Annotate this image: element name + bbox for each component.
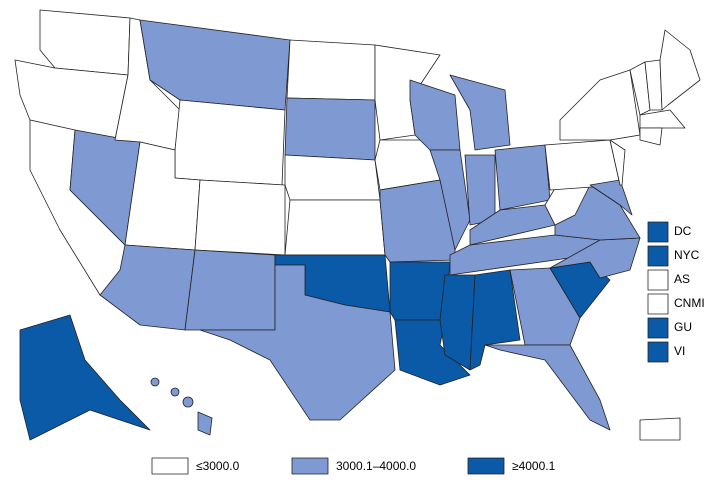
state bbox=[284, 154, 381, 201]
territory-swatch bbox=[647, 269, 669, 291]
state bbox=[19, 314, 151, 441]
state bbox=[609, 139, 626, 186]
state bbox=[464, 154, 496, 226]
territory-label: CNMI bbox=[674, 296, 705, 310]
state bbox=[150, 377, 160, 387]
territory-swatch bbox=[647, 293, 669, 315]
states bbox=[14, 9, 701, 441]
state bbox=[284, 199, 386, 256]
legend-label: 3000.1–4000.0 bbox=[336, 459, 416, 473]
territory-label: DC bbox=[674, 224, 692, 238]
state bbox=[659, 29, 701, 111]
state bbox=[197, 411, 213, 436]
state bbox=[199, 264, 396, 421]
territory-swatch bbox=[647, 221, 669, 243]
state bbox=[284, 97, 376, 161]
state bbox=[194, 179, 286, 256]
territory-swatch bbox=[647, 245, 669, 267]
territory-boxes: DC NYC AS CNMI GU VI bbox=[647, 221, 705, 363]
state bbox=[39, 9, 131, 76]
legend-label: ≥4000.1 bbox=[512, 459, 556, 473]
territory-swatch bbox=[647, 317, 669, 339]
state bbox=[170, 387, 180, 397]
legend-label: ≤3000.0 bbox=[196, 459, 240, 473]
state bbox=[182, 396, 194, 408]
state bbox=[589, 179, 633, 216]
state bbox=[494, 144, 551, 211]
state bbox=[639, 127, 663, 146]
legend: ≤3000.0 3000.1–4000.0 ≥4000.1 bbox=[151, 457, 556, 475]
legend-swatch bbox=[151, 457, 189, 475]
territory-label: NYC bbox=[674, 248, 700, 262]
legend-swatch bbox=[467, 457, 505, 475]
territory-label: AS bbox=[674, 272, 690, 286]
territory-label: GU bbox=[674, 320, 692, 334]
territory bbox=[639, 417, 681, 441]
state bbox=[184, 249, 276, 331]
state bbox=[639, 109, 686, 129]
state bbox=[559, 69, 641, 141]
territory-swatch bbox=[647, 341, 669, 363]
state bbox=[484, 344, 611, 431]
state bbox=[174, 99, 286, 186]
state bbox=[286, 39, 376, 101]
state bbox=[409, 79, 461, 151]
legend-swatch bbox=[291, 457, 329, 475]
state bbox=[429, 149, 471, 251]
state bbox=[469, 269, 521, 371]
territory-label: VI bbox=[674, 344, 685, 358]
state bbox=[509, 267, 581, 346]
state bbox=[439, 274, 476, 371]
state bbox=[449, 74, 511, 151]
